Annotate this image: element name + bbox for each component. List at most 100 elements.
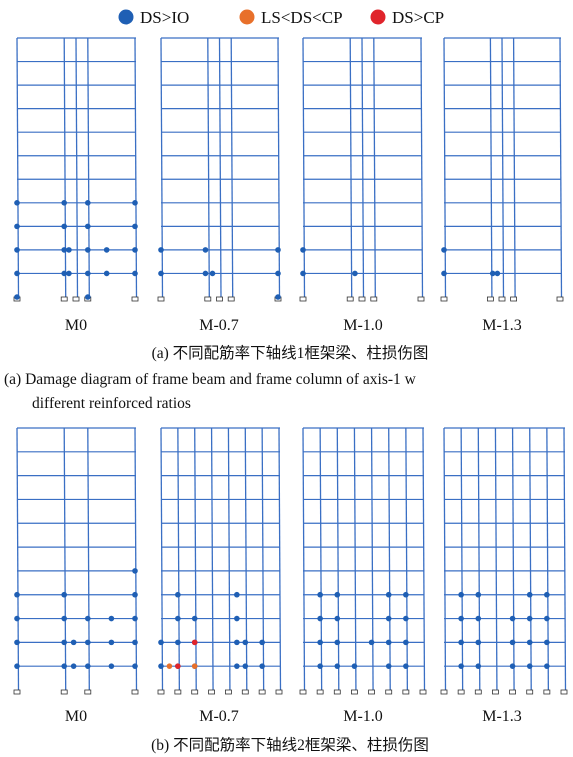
- frame-label-b-m13: M-1.3: [482, 708, 522, 725]
- panel-b-m07-hinge: [166, 663, 173, 669]
- panel-b-m13-hinge: [544, 639, 550, 646]
- panel-b-m07-hinge: [175, 663, 181, 669]
- panel-a-m0-hinge: [85, 223, 91, 230]
- panel-b-m10-hinge: [385, 615, 392, 622]
- panel-b-m13-support: [509, 689, 516, 695]
- panel-b-m13-hinge: [475, 615, 482, 622]
- panel-a-m0-hinge: [61, 247, 67, 253]
- panel-b-m10-column: [319, 427, 323, 691]
- panel-b-m0-hinge: [132, 591, 138, 598]
- panel-a-m10-frame: [299, 37, 425, 302]
- panel-b-m07-support: [157, 689, 165, 695]
- panel-b-m13-column: [529, 427, 532, 691]
- panel-b-m07-hinge: [191, 615, 198, 622]
- panel-b-m0-hinge: [61, 591, 67, 598]
- panel-b-m13-hinge: [526, 591, 533, 598]
- panel-a-m07-hinge: [158, 247, 164, 253]
- panel-b-m0-hinge: [14, 615, 20, 622]
- panel-b-m13-support: [474, 689, 482, 695]
- legend-item-io: DS>IO: [118, 8, 189, 27]
- panel-a-m0-column: [63, 37, 67, 298]
- caption-a-en-1: (a) Damage diagram of frame beam and fra…: [4, 371, 417, 388]
- panel-a-m10-column: [361, 37, 365, 298]
- panel-b-m0-hinge: [14, 639, 20, 646]
- panel-a-m07-column: [277, 37, 281, 298]
- panel-b-m07-hinge: [234, 663, 240, 669]
- panel-b-m10-hinge: [385, 639, 392, 646]
- panel-b-m0-hinge: [108, 639, 115, 646]
- panel-a-m10-hinge: [300, 270, 306, 277]
- legend-label-ls: LS<DS<CP: [261, 8, 343, 27]
- panel-a-m0-hinge: [132, 223, 138, 230]
- panel-b-m13-support: [543, 689, 551, 695]
- panel-b-m10-hinge: [385, 591, 392, 598]
- caption-a-cn: (a) 不同配筋率下轴线1框架梁、柱损伤图: [152, 344, 429, 362]
- panel-a-m07-hinge: [275, 270, 281, 277]
- panel-a-m0-hinge: [14, 223, 20, 230]
- panel-a-m0-column: [16, 37, 20, 298]
- panel-b-m07-hinge: [175, 615, 181, 622]
- panel-b-m0-hinge: [132, 663, 138, 669]
- panel-b-m07-hinge: [259, 663, 265, 669]
- panel-b-m10-hinge: [351, 663, 358, 669]
- panel-a-m07-hinge: [209, 270, 216, 277]
- panel-b-m0-column: [87, 427, 90, 691]
- panel-b-m10-support: [402, 689, 410, 695]
- panel-b-m07-hinge: [191, 663, 198, 669]
- panel-b-m0-hinge: [14, 663, 20, 669]
- panel-b-m0-hinge: [70, 663, 77, 669]
- panel-a-m13-column: [559, 37, 563, 298]
- panel-b-m0-hinge: [108, 615, 115, 622]
- panel-b-m13-frame: [440, 427, 568, 695]
- panel-b-m10-hinge: [403, 615, 409, 622]
- panel-a-m13-support: [440, 296, 448, 302]
- legend-marker-cp: [370, 9, 386, 25]
- panel-b-m07-column: [194, 427, 197, 691]
- panel-a-m13-hinge: [494, 270, 501, 277]
- panel-b-m13-support: [526, 689, 534, 695]
- panel-b-m0-hinge: [14, 591, 20, 598]
- panel-a-m0-support: [72, 296, 80, 302]
- panel-b-m0-hinge: [132, 639, 138, 646]
- legend-item-cp: DS>CP: [370, 8, 444, 27]
- panel-a-m13-support: [498, 296, 506, 302]
- panel-b-m13-hinge: [544, 615, 550, 622]
- panel-b-m07-hinge: [234, 639, 240, 646]
- panel-b-m10-column: [388, 427, 391, 691]
- panel-b-m13-column: [460, 427, 464, 691]
- panel-b-m0-frame: [13, 427, 139, 695]
- panel-a-m0-column: [87, 37, 90, 298]
- legend: DS>IO LS<DS<CP DS>CP: [118, 8, 444, 27]
- panel-b-m0-hinge: [85, 639, 91, 646]
- panel-a-m0-hinge: [85, 294, 91, 300]
- panel-b-m07-column: [261, 427, 265, 691]
- panel-a-m0-hinge: [85, 270, 91, 277]
- frame-label-a-m13: M-1.3: [482, 317, 522, 334]
- panel-b-m10-hinge: [334, 639, 341, 646]
- panel-b-m10-column: [353, 427, 357, 691]
- panel-b-m13-support: [560, 689, 568, 695]
- panel-b-m07-hinge: [158, 639, 164, 646]
- panel-a-m0-hinge: [14, 270, 20, 277]
- panel-a-m07-hinge: [275, 294, 281, 300]
- panel-a-m07-hinge: [275, 247, 281, 253]
- panel-b-m13-support: [457, 689, 465, 695]
- panel-a-m13-support: [486, 296, 494, 302]
- panel-a-m10-column: [420, 37, 424, 298]
- panel-b-m10-hinge: [385, 663, 392, 669]
- panel-b-m0-hinge: [132, 568, 138, 574]
- panel-a-m10-hinge: [300, 247, 306, 253]
- panel-b-m10-support: [385, 689, 393, 695]
- panel-b-m07-column: [278, 427, 282, 691]
- panel-b-m10-support: [419, 689, 427, 695]
- panel-a-frames: [13, 37, 564, 302]
- panel-b-m0-support: [60, 689, 68, 695]
- panel-b-m07-hinge: [234, 591, 240, 598]
- legend-label-cp: DS>CP: [392, 8, 444, 27]
- legend-item-ls: LS<DS<CP: [239, 8, 343, 27]
- panel-b-m0-hinge: [61, 663, 67, 669]
- panel-b-m10-column: [405, 427, 409, 691]
- panel-b-m10-support: [368, 689, 375, 695]
- panel-a-m0-support: [60, 296, 68, 302]
- panel-b-m0-support: [131, 689, 139, 695]
